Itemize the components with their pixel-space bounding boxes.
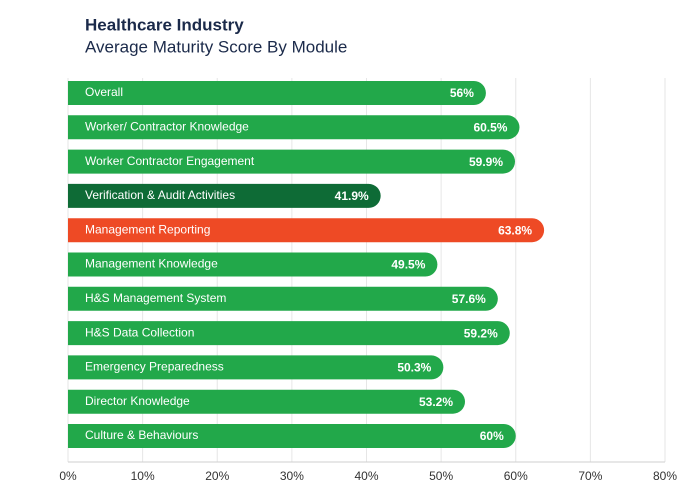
value-label: 50.3%: [397, 361, 431, 375]
bar: [68, 355, 444, 380]
bar: [68, 183, 381, 208]
x-tick-label: 20%: [205, 469, 229, 483]
value-label: 63.8%: [498, 223, 532, 237]
bar-label: Overall: [85, 85, 123, 99]
value-label: 60.5%: [473, 120, 507, 134]
value-label: 60%: [480, 429, 504, 443]
x-tick-label: 60%: [504, 469, 528, 483]
bar-label: H&S Data Collection: [85, 325, 194, 339]
value-label: 59.2%: [464, 326, 498, 340]
x-tick-label: 0%: [59, 469, 77, 483]
bar-label: Worker Contractor Engagement: [85, 154, 255, 168]
chart-subtitle: Average Maturity Score By Module: [85, 37, 347, 56]
bar-label: Verification & Audit Activities: [85, 188, 235, 202]
bar: [68, 218, 545, 243]
x-tick-label: 70%: [578, 469, 602, 483]
x-tick-label: 10%: [131, 469, 155, 483]
value-label: 56%: [450, 86, 474, 100]
bar-label: Worker/ Contractor Knowledge: [85, 119, 249, 133]
bar: [68, 286, 498, 311]
x-tick-label: 40%: [354, 469, 378, 483]
bar-label: Management Knowledge: [85, 257, 218, 271]
x-tick-label: 80%: [653, 469, 677, 483]
value-label: 41.9%: [335, 189, 369, 203]
bar: [68, 321, 510, 346]
bar: [68, 81, 486, 105]
chart-title: Healthcare Industry: [85, 15, 244, 34]
bar: [68, 252, 438, 277]
value-label: 53.2%: [419, 395, 453, 409]
bar-label: Director Knowledge: [85, 394, 190, 408]
value-label: 59.9%: [469, 155, 503, 169]
x-tick-label: 30%: [280, 469, 304, 483]
bar: [68, 389, 466, 414]
bar: [68, 115, 520, 140]
bar-label: Emergency Preparedness: [85, 360, 224, 374]
x-tick-label: 50%: [429, 469, 453, 483]
value-label: 49.5%: [391, 258, 425, 272]
bar-label: Culture & Behaviours: [85, 428, 198, 442]
bar: [68, 424, 516, 449]
bar: [68, 149, 516, 174]
value-label: 57.6%: [452, 292, 486, 306]
bar-label: H&S Management System: [85, 291, 226, 305]
bar-label: Management Reporting: [85, 222, 210, 236]
